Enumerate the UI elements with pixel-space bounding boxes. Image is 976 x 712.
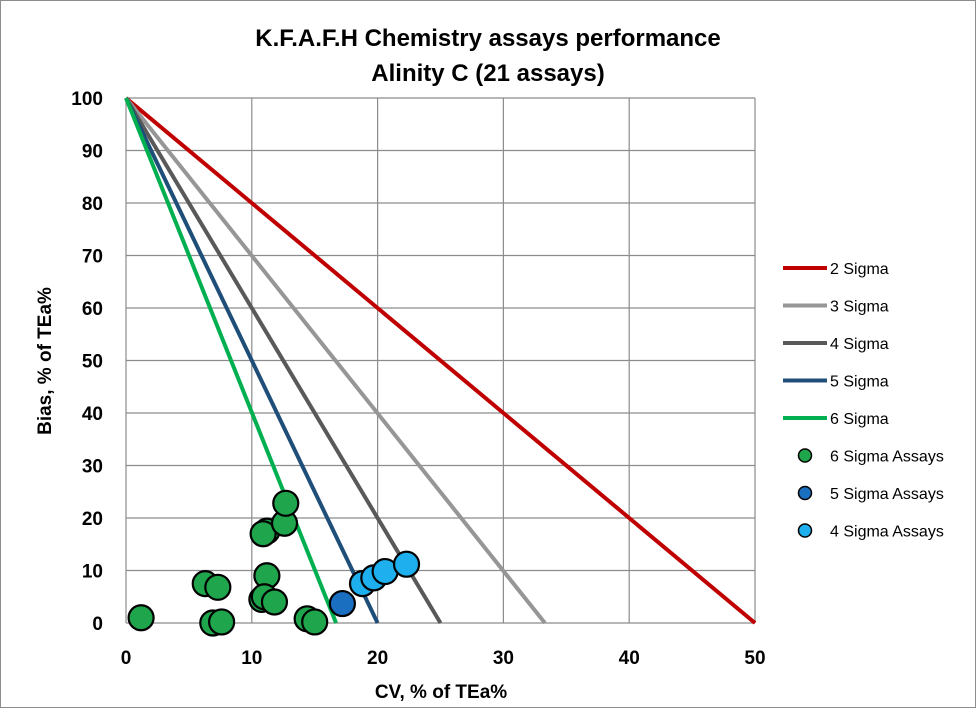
data-point-6-sigma-assays: [301, 608, 329, 636]
data-point-6-sigma-assays: [260, 588, 289, 616]
x-tick-label: 40: [619, 648, 640, 669]
sigma-line-6-sigma: [124, 97, 338, 624]
legend-marker-key: [797, 523, 813, 538]
legend-label: 5 Sigma Assays: [830, 486, 944, 503]
x-axis-label: CV, % of TEa%: [375, 682, 507, 703]
data-points: [127, 489, 421, 637]
y-tick-label: 60: [82, 299, 103, 320]
y-tick-label: 90: [82, 142, 103, 163]
sigma-line-2-sigma: [124, 96, 757, 625]
sigma-line-4-sigma: [124, 96, 443, 625]
chart-title-line-1: K.F.A.F.H Chemistry assays performance: [255, 25, 721, 52]
y-tick-label: 0: [92, 614, 103, 635]
tick-labels: 0 10 20 30 40 50 0 10 20 30 40 50 60 70 80 90 100: [71, 89, 765, 669]
legend: 2 Sigma 3 Sigma 4 Sigma 5 Sigma 6 Sigma 6 Sig…: [783, 261, 944, 541]
y-tick-label: 80: [82, 194, 103, 215]
data-point-5-sigma-assays: [328, 589, 356, 618]
data-point-6-sigma-assays: [204, 573, 232, 601]
y-tick-label: 50: [82, 352, 103, 373]
legend-marker-key: [797, 485, 813, 501]
legend-label: 5 Sigma: [830, 374, 889, 391]
data-point-6-sigma-assays: [272, 489, 300, 517]
x-tick-label: 0: [121, 648, 132, 669]
data-point-6-sigma-assays: [127, 604, 155, 632]
data-point-6-sigma-assays: [208, 608, 236, 636]
data-point-6-sigma-assays: [249, 520, 277, 548]
sigma-lines: [124, 96, 757, 625]
sigma-line-5-sigma: [124, 97, 380, 624]
y-tick-label: 100: [71, 89, 103, 110]
legend-marker-key: [797, 448, 813, 463]
x-tick-label: 50: [744, 648, 765, 669]
legend-label: 4 Sigma Assays: [830, 524, 944, 541]
x-tick-label: 30: [493, 648, 514, 669]
y-tick-label: 70: [82, 247, 103, 268]
chart-title-line-2: Alinity C (21 assays): [371, 60, 604, 87]
legend-label: 4 Sigma: [830, 336, 889, 353]
y-tick-label: 20: [82, 509, 103, 530]
y-tick-label: 40: [82, 404, 103, 425]
data-point-4-sigma-assays: [392, 550, 421, 578]
legend-label: 6 Sigma Assays: [830, 449, 944, 466]
legend-label: 2 Sigma: [830, 261, 889, 278]
y-tick-label: 30: [82, 457, 103, 478]
sigma-line-3-sigma: [124, 96, 547, 625]
x-tick-label: 10: [241, 648, 262, 669]
legend-label: 6 Sigma: [830, 411, 889, 428]
legend-label: 3 Sigma: [830, 299, 889, 316]
y-tick-label: 10: [82, 562, 103, 583]
y-axis-label: Bias, % of TEa%: [35, 287, 56, 435]
x-tick-label: 20: [367, 648, 388, 669]
